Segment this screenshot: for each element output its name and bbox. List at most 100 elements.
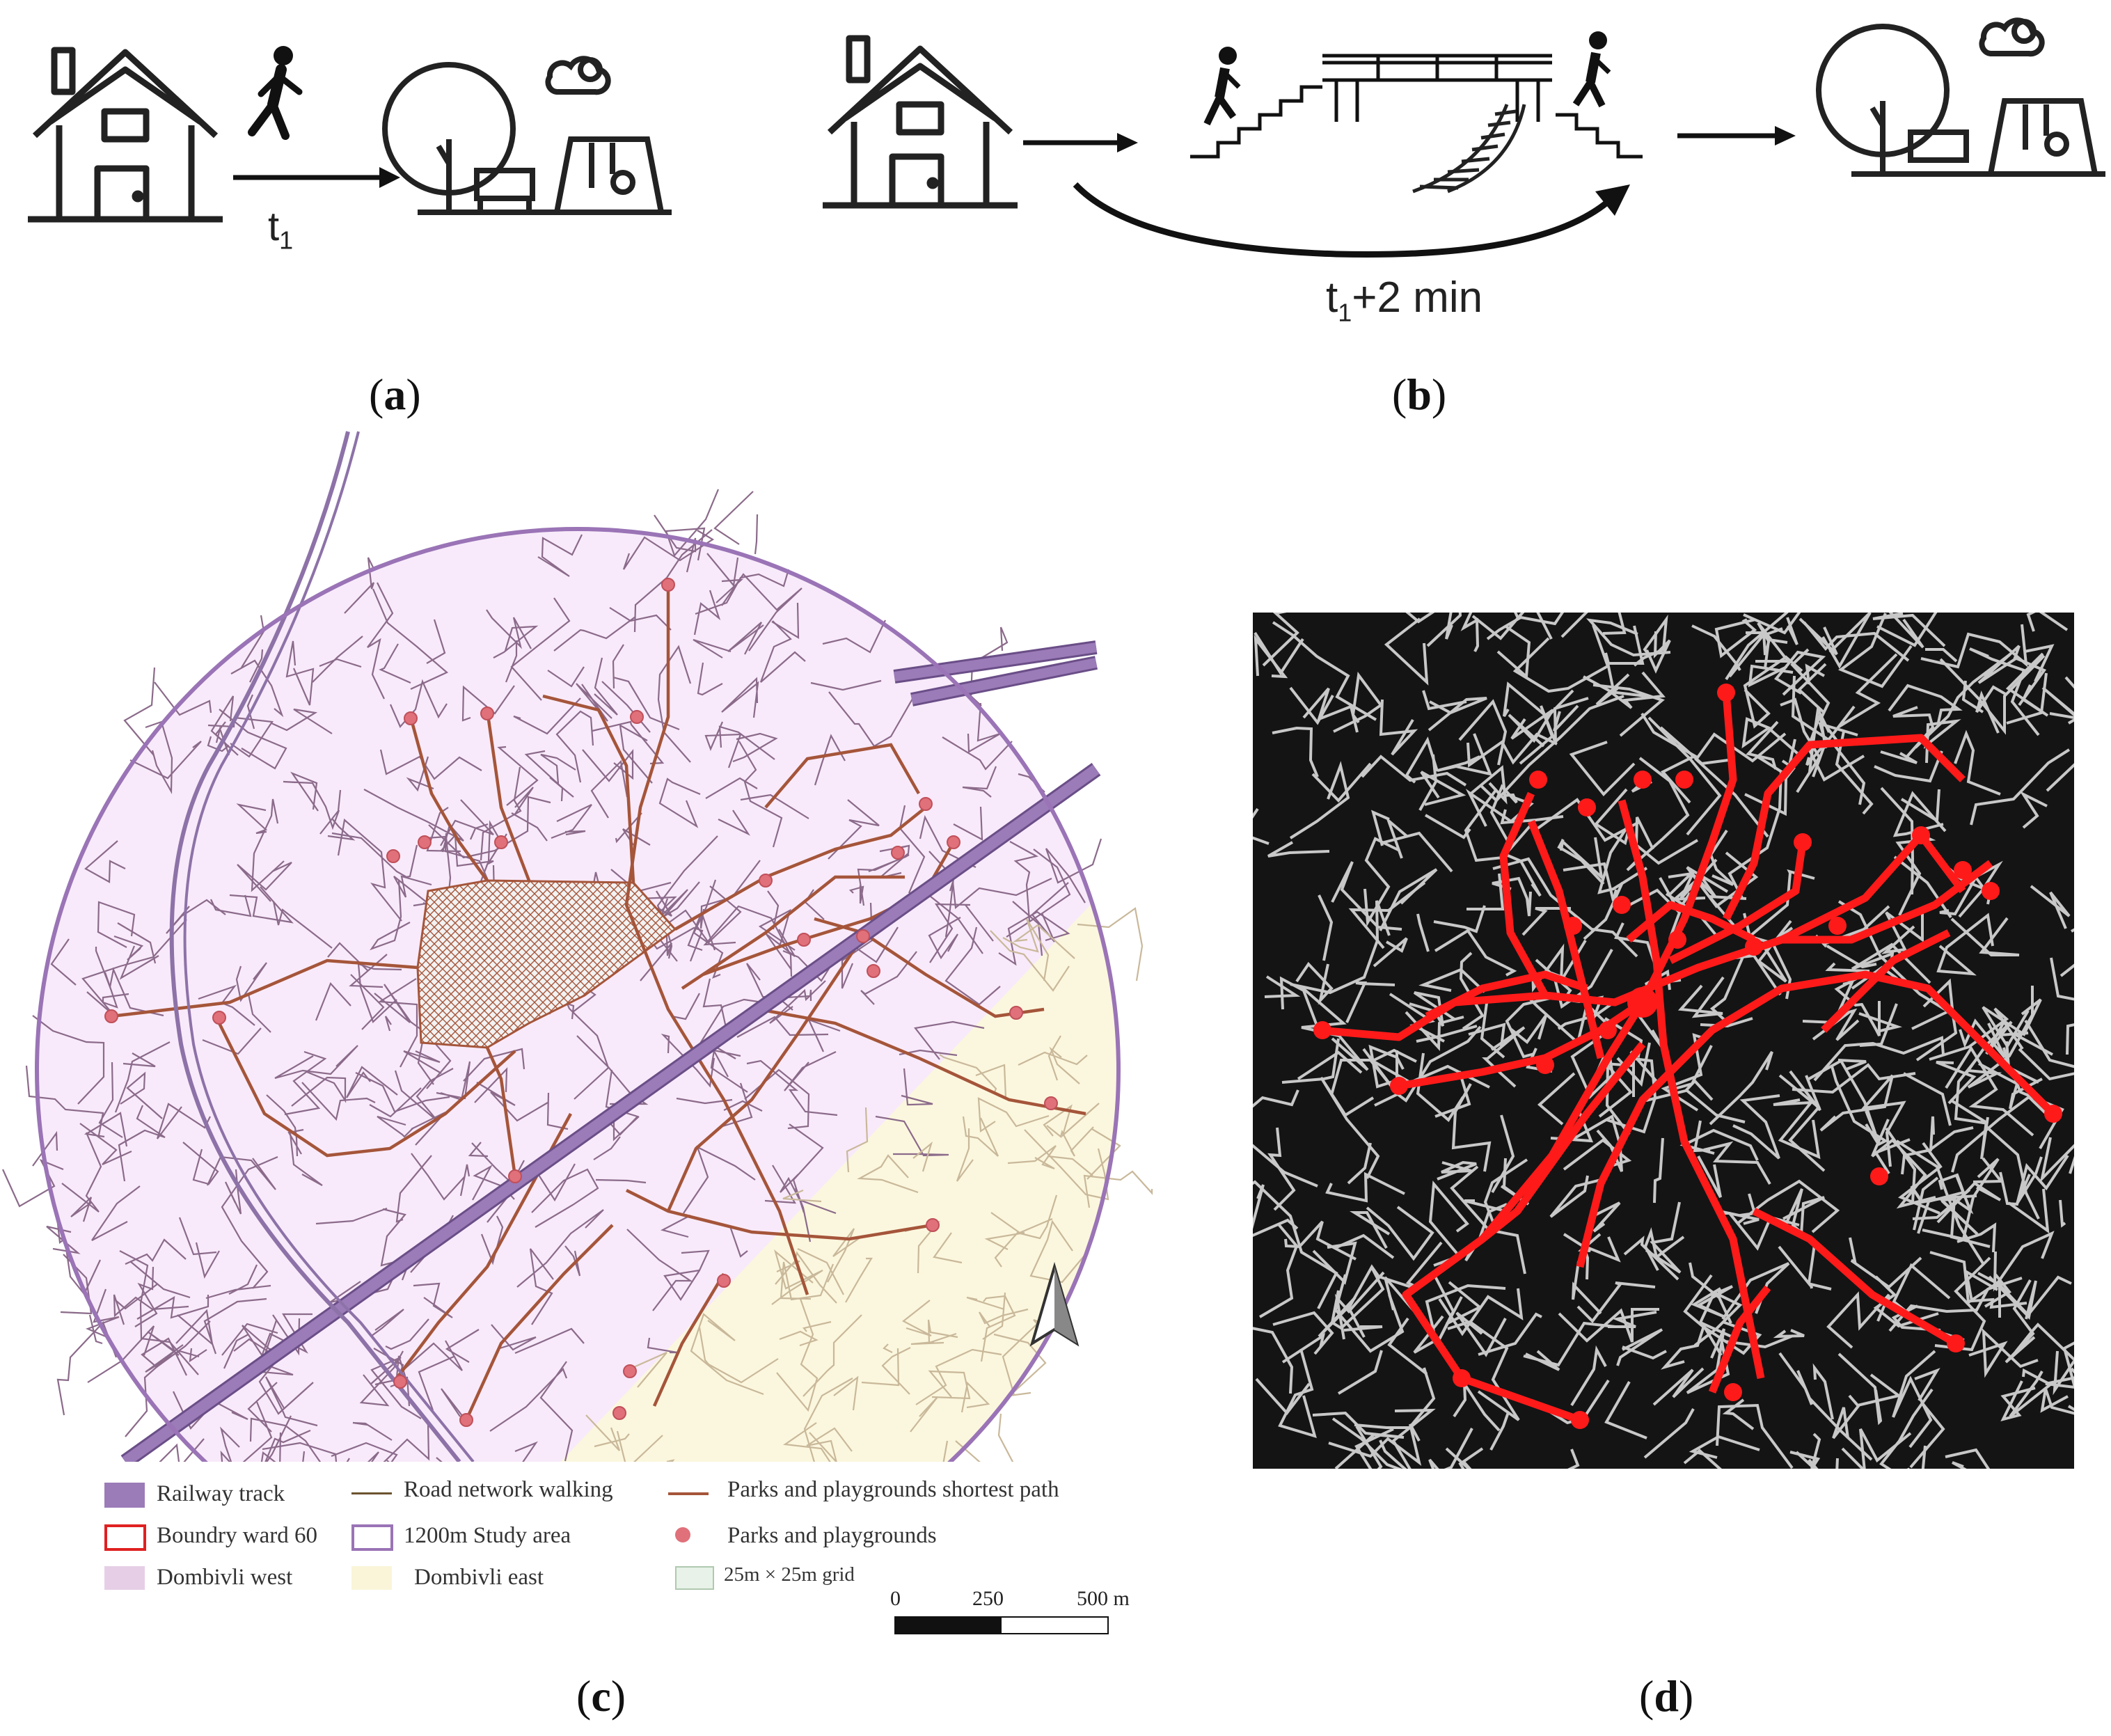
network-road-segment	[1384, 617, 1429, 686]
road-segment	[210, 894, 252, 917]
road-segment	[647, 1337, 678, 1354]
road-segment	[134, 1266, 158, 1327]
network-road-segment	[2019, 790, 2048, 829]
road-segment	[848, 885, 864, 904]
road-segment	[290, 771, 319, 812]
road-segment	[114, 1041, 171, 1113]
network-destination-node	[1536, 1056, 1554, 1074]
scale-segment-white	[1000, 1616, 1109, 1634]
network-road-segment	[1597, 826, 1648, 894]
network-road-segment	[1691, 1285, 1733, 1318]
road-segment	[1045, 838, 1102, 903]
network-destination-node	[1954, 861, 1972, 879]
road-segment	[379, 643, 411, 684]
network-road-segment	[1428, 1181, 1469, 1257]
network-destination-node	[1578, 798, 1596, 816]
network-road-segment	[1560, 837, 1604, 881]
legend-label-grid: 25m × 25m grid	[724, 1563, 855, 1586]
network-road-segment	[1422, 690, 1467, 711]
road-segment	[50, 938, 77, 986]
network-road-segment	[1874, 1138, 1911, 1175]
road-segment	[331, 832, 418, 878]
road-segment	[713, 491, 754, 545]
road-segment	[771, 602, 800, 639]
road-segment	[860, 951, 917, 1005]
road-segment	[125, 1331, 180, 1437]
house-icon	[28, 47, 223, 223]
curved-arrow	[1073, 182, 1630, 258]
network-road-segment	[1464, 1199, 1504, 1212]
network-road-segment	[1347, 1142, 1372, 1185]
road-segment	[233, 1338, 314, 1415]
road-segment	[846, 1107, 869, 1173]
network-road-segment	[1420, 771, 1466, 806]
network-road-segment	[1812, 1363, 1834, 1420]
road-segment	[1012, 924, 1075, 959]
network-road-segment	[1835, 731, 1874, 815]
road-segment	[738, 741, 783, 848]
network-road-segment	[1595, 673, 1630, 706]
road-segment	[379, 749, 482, 780]
network-road-segment	[1447, 1320, 1520, 1421]
panel-c-label: (c)	[576, 1671, 626, 1721]
network-road-segment	[1311, 762, 1372, 803]
network-road-segment	[1480, 997, 1505, 1059]
road-segment	[776, 1298, 819, 1412]
legend-swatch-road	[351, 1492, 392, 1494]
road-segment	[732, 732, 778, 763]
network-destination-node	[1982, 882, 2000, 900]
road-segment	[84, 1112, 128, 1147]
road-segment	[901, 1300, 932, 1337]
road-segment	[95, 947, 164, 1017]
park-marker	[856, 929, 870, 943]
panel-d-label: (d)	[1639, 1671, 1694, 1721]
network-road-segment	[1736, 1179, 1840, 1233]
arrow-a	[233, 167, 400, 188]
network-road-segment	[1480, 695, 1624, 803]
network-road-segment	[1258, 1223, 1299, 1318]
network-road-segment	[1659, 877, 1682, 938]
network-road-segment	[1343, 1325, 1383, 1332]
ward-60-grid	[416, 879, 677, 1049]
road-segment	[704, 721, 742, 768]
network-shortest-paths	[1318, 692, 2056, 1424]
road-segment	[803, 1320, 832, 1332]
road-segment	[806, 1427, 853, 1477]
network-road-segment	[1970, 748, 2071, 826]
road-segment	[693, 590, 721, 636]
road-segment	[883, 1343, 893, 1353]
stairs-down-icon	[1556, 31, 1643, 159]
road-segment	[441, 1388, 471, 1426]
network-destination-node	[1717, 684, 1735, 702]
network-road-segment	[2000, 1380, 2036, 1422]
road-segment	[25, 1065, 104, 1136]
road-segment	[84, 840, 126, 883]
network-road-segment	[1531, 939, 1587, 993]
network-shortest-path	[1402, 692, 1737, 1424]
legend-label-shortest: Parks and playgrounds shortest path	[727, 1477, 1059, 1502]
road-segment	[319, 658, 362, 668]
road-segment	[489, 1368, 568, 1432]
road-segment	[665, 489, 720, 561]
network-road-segment	[1645, 631, 1671, 674]
road-segment	[780, 1261, 835, 1301]
road-segment	[1007, 1145, 1057, 1170]
road-segment	[782, 1189, 822, 1203]
road-segment	[797, 1248, 844, 1295]
road-segment	[205, 1284, 271, 1300]
shortest-path-route	[542, 694, 635, 883]
railway-track	[120, 431, 1101, 1468]
network-road-segment	[1416, 1025, 1478, 1043]
network-road-segment	[1773, 650, 1826, 696]
road-segment	[359, 1350, 404, 1407]
road-segment	[592, 720, 665, 765]
network-road-segment	[1460, 601, 1480, 652]
park-marker	[661, 578, 675, 592]
road-segment	[426, 619, 446, 664]
panel-b: t1+2 min (b)	[807, 0, 2111, 432]
network-road-segment	[1370, 810, 1390, 846]
road-segment	[1012, 901, 1043, 956]
road-segment	[346, 1066, 398, 1098]
road-segment	[663, 1249, 710, 1301]
network-road-segment	[2041, 686, 2083, 721]
